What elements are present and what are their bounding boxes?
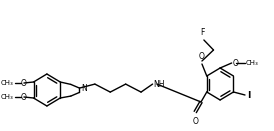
Text: F: F (201, 28, 205, 37)
Text: I: I (247, 91, 250, 100)
Text: CH₃: CH₃ (1, 94, 13, 100)
Text: NH: NH (153, 80, 165, 89)
Text: O: O (233, 59, 238, 67)
Text: O: O (21, 92, 27, 102)
Text: O: O (21, 78, 27, 88)
Text: N: N (81, 84, 87, 93)
Text: CH₃: CH₃ (1, 80, 13, 86)
Text: O: O (199, 52, 205, 61)
Text: O: O (192, 117, 198, 126)
Text: CH₃: CH₃ (246, 60, 259, 66)
